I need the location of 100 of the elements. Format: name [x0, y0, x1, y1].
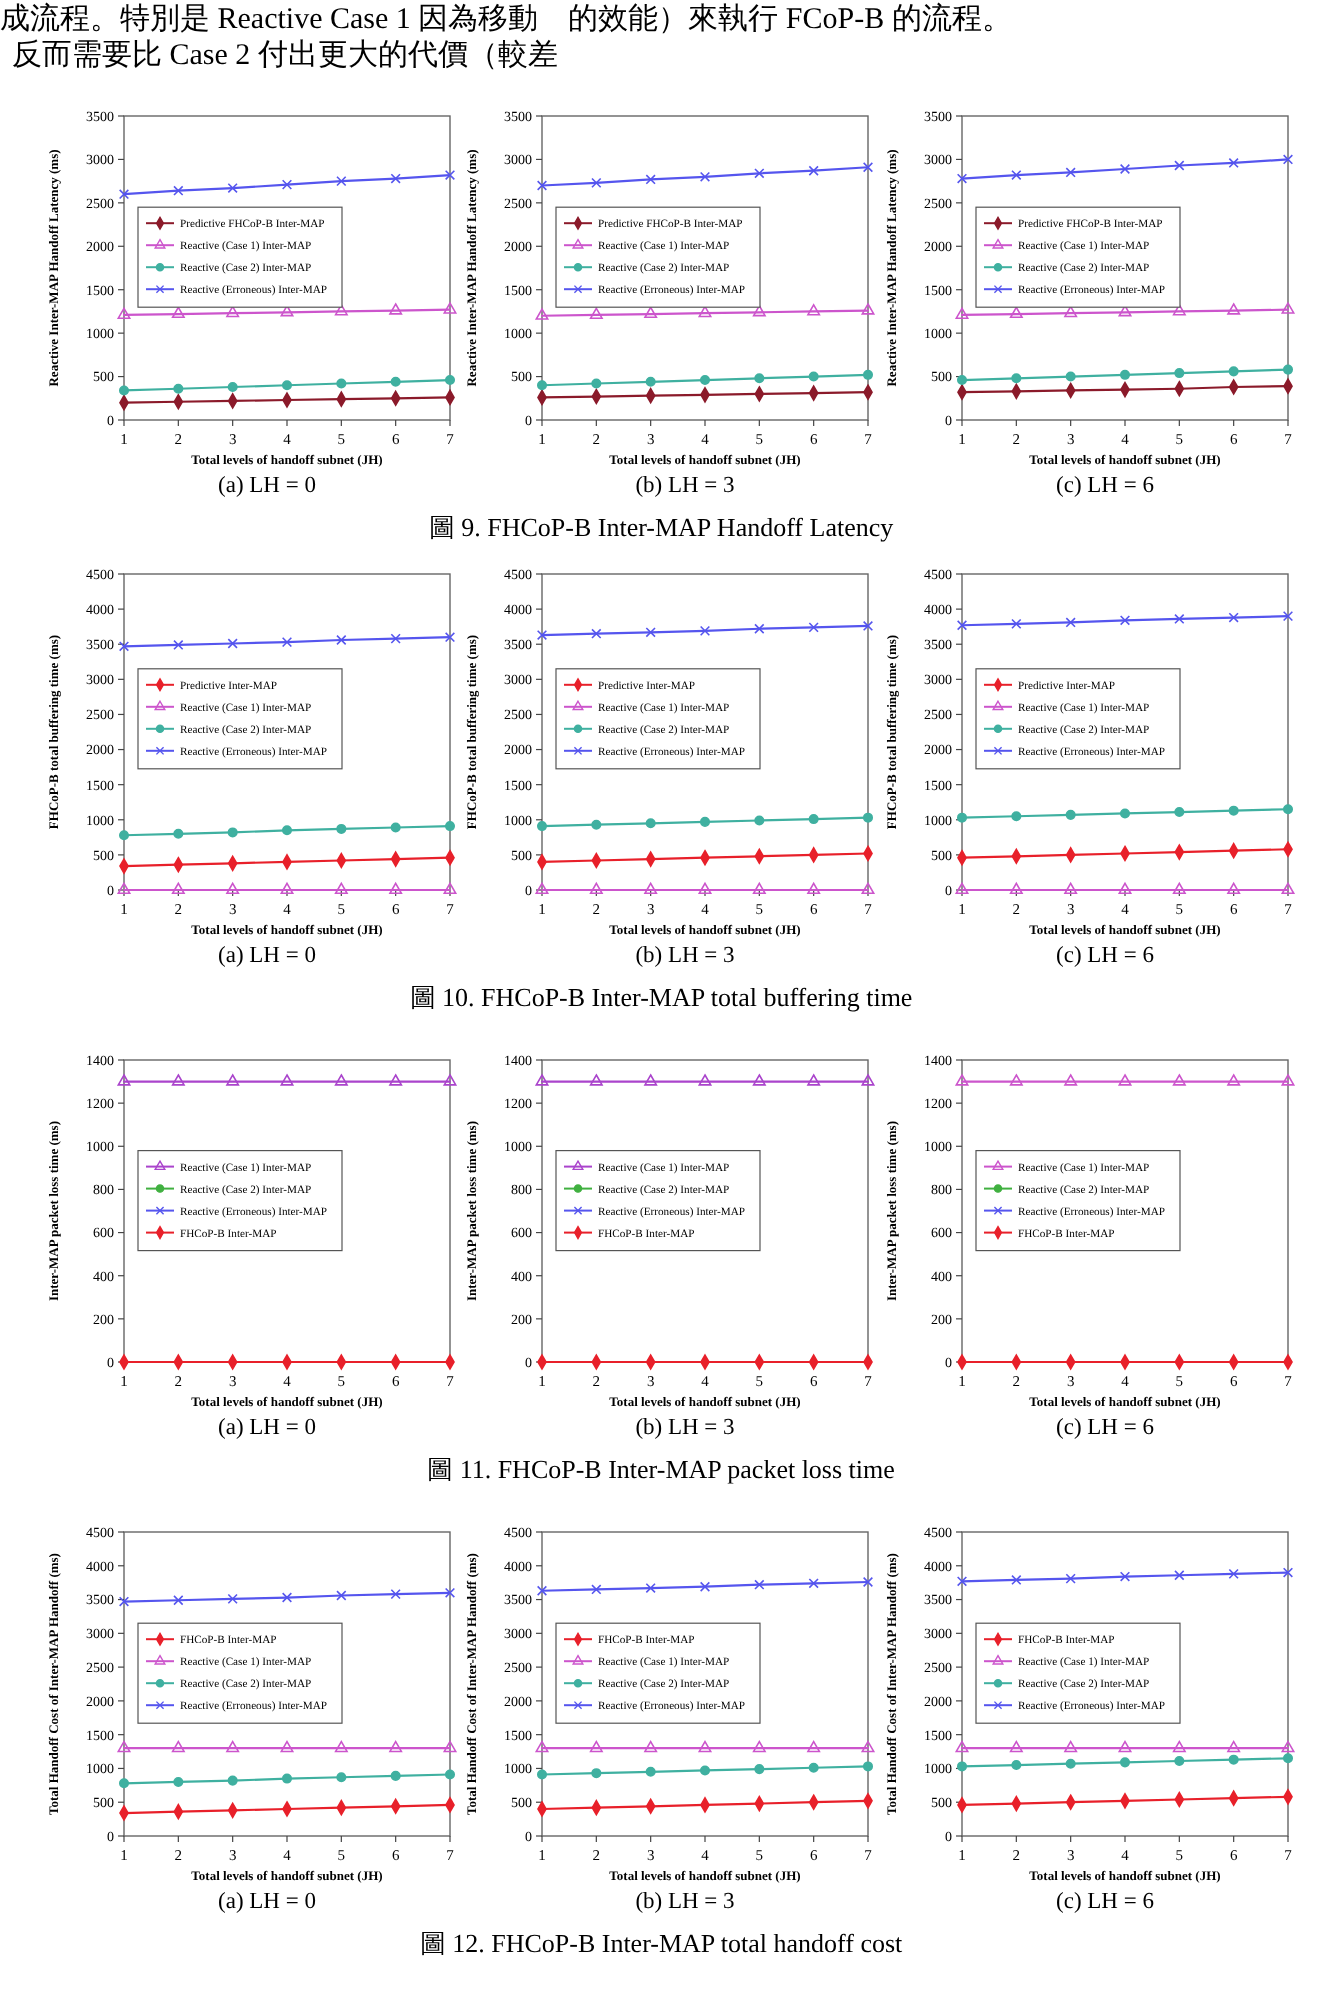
- point: [1064, 305, 1078, 318]
- point: [117, 1740, 131, 1753]
- point: [1119, 369, 1131, 380]
- point: [861, 303, 875, 315]
- point: [536, 1769, 548, 1780]
- point: [807, 304, 821, 316]
- point: [955, 307, 969, 319]
- point: [754, 373, 765, 384]
- point: [645, 174, 656, 185]
- point: [956, 173, 968, 184]
- point: [956, 620, 968, 631]
- text: 成流程。特別是 Reactive Case 1 因為移動 的效能）來執行 FCoP-B 的流程。: [0, 2, 1012, 36]
- point: [389, 1740, 403, 1753]
- point: [591, 177, 602, 189]
- point: [1227, 1740, 1241, 1753]
- point: [444, 632, 456, 643]
- point: [334, 882, 348, 895]
- point: [536, 1585, 548, 1596]
- point: [1119, 1571, 1131, 1582]
- point: [862, 812, 874, 823]
- point: [589, 1740, 603, 1753]
- point: [1228, 1754, 1239, 1765]
- point: [280, 1740, 294, 1753]
- point: [281, 636, 293, 648]
- point: [698, 305, 712, 318]
- point: [444, 375, 456, 386]
- point: [1065, 167, 1076, 178]
- point: [536, 180, 548, 191]
- point: [1119, 1757, 1131, 1768]
- point: [645, 627, 656, 638]
- point: [1174, 1570, 1185, 1581]
- point: [754, 815, 765, 826]
- point: [336, 1590, 347, 1601]
- point: [1282, 1567, 1294, 1578]
- point: [535, 308, 549, 320]
- point: [1065, 371, 1076, 382]
- point: [389, 882, 403, 895]
- point: [390, 173, 401, 184]
- point: [336, 176, 347, 187]
- point: [1011, 169, 1022, 181]
- text: (c) LH = 6: [1056, 1416, 1155, 1440]
- point: [118, 641, 130, 652]
- point: [1011, 811, 1022, 822]
- point: [644, 306, 658, 319]
- text: (c) LH = 6: [1056, 474, 1155, 498]
- point: [336, 378, 347, 389]
- text: (a) LH = 0: [218, 944, 317, 968]
- point: [862, 369, 874, 380]
- point: [699, 816, 711, 827]
- point: [862, 1576, 874, 1588]
- point: [1228, 366, 1239, 377]
- point: [956, 375, 968, 386]
- point: [752, 882, 766, 895]
- point: [1065, 617, 1076, 628]
- caption: 圖 9. FHCoP-B Inter-MAP Handoff Latency: [428, 512, 895, 542]
- point: [1064, 882, 1078, 895]
- point: [390, 822, 401, 833]
- point: [280, 882, 294, 895]
- point: [117, 882, 131, 895]
- point: [227, 638, 238, 649]
- point: [645, 1582, 656, 1594]
- point: [281, 1592, 293, 1603]
- point: [536, 380, 548, 391]
- point: [955, 882, 969, 895]
- point: [281, 825, 293, 836]
- point: [754, 1579, 765, 1590]
- point: [536, 629, 548, 641]
- point: [699, 171, 711, 182]
- point: [171, 1740, 185, 1753]
- text: (a) LH = 0: [218, 474, 317, 498]
- point: [118, 385, 130, 396]
- point: [699, 625, 711, 637]
- point: [336, 1772, 347, 1783]
- point: [1174, 368, 1185, 379]
- point: [173, 828, 184, 839]
- point: [955, 1740, 969, 1753]
- point: [699, 1581, 711, 1592]
- point: [1282, 610, 1294, 622]
- point: [336, 823, 347, 834]
- point: [118, 189, 130, 200]
- point: [862, 620, 874, 632]
- point: [390, 1589, 401, 1600]
- point: [227, 1775, 238, 1786]
- point: [589, 307, 603, 319]
- point: [591, 1768, 602, 1779]
- point: [1065, 809, 1076, 820]
- point: [1172, 1740, 1186, 1753]
- point: [808, 165, 819, 176]
- point: [444, 169, 456, 181]
- point: [281, 1773, 293, 1784]
- point: [1228, 1568, 1239, 1580]
- point: [698, 882, 712, 895]
- point: [444, 1769, 456, 1780]
- point: [1281, 1740, 1295, 1753]
- point: [1281, 882, 1295, 895]
- text: (c) LH = 6: [1056, 944, 1155, 968]
- point: [173, 639, 184, 651]
- point: [754, 168, 765, 179]
- point: [1174, 160, 1185, 171]
- point: [173, 383, 184, 394]
